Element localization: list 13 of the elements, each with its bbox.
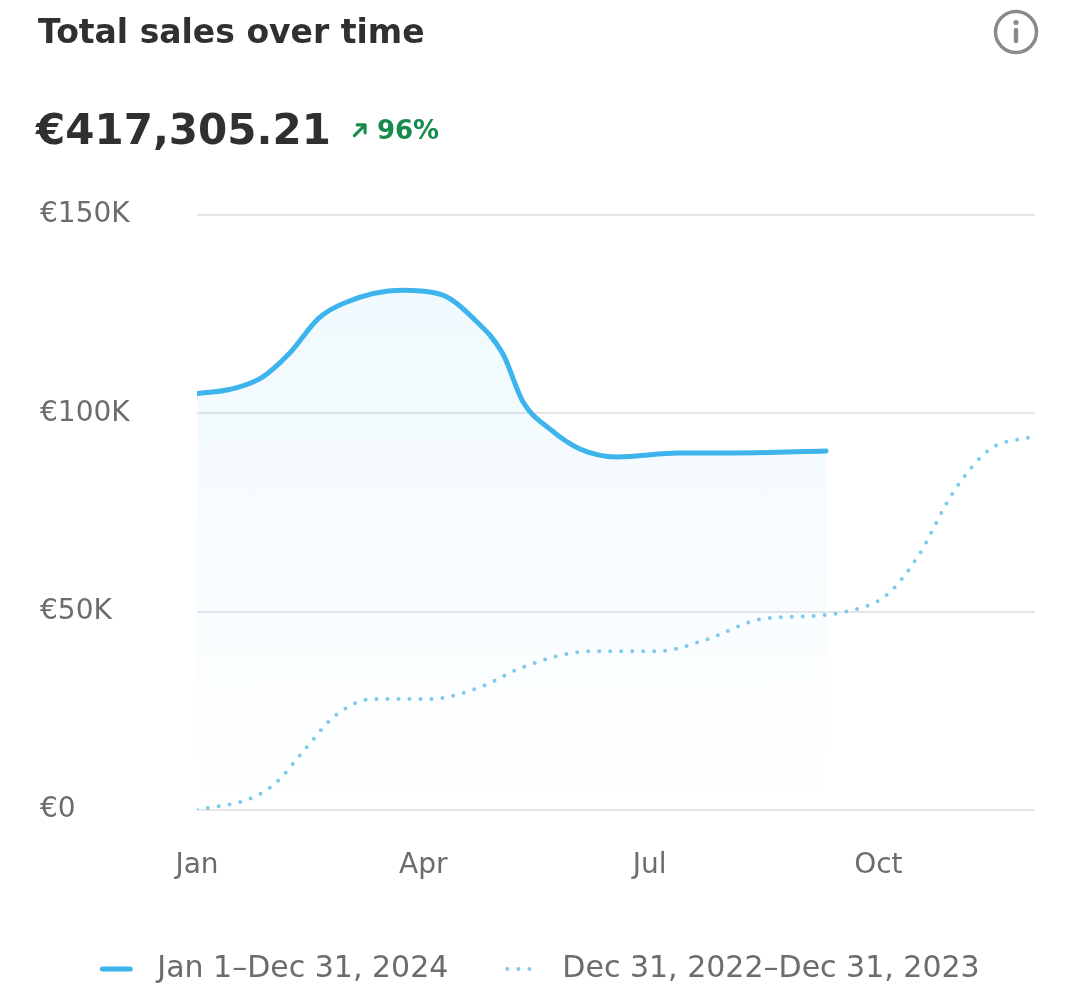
chart-subtitle: €417,305.21: [36, 104, 331, 156]
x-tick-label: Jul: [630, 847, 667, 881]
x-tick-label: Apr: [399, 847, 448, 881]
x-tick-label: Oct: [854, 847, 903, 881]
text: 96%: [376, 114, 440, 146]
y-tick-label: €50K: [40, 592, 113, 626]
y-tick-label: €100K: [40, 394, 131, 428]
x-tick-label: Jan: [173, 847, 219, 881]
y-tick-label: €0: [40, 791, 76, 825]
chart-title: Total sales over time: [38, 12, 425, 52]
legend-label: Dec 31, 2022–Dec 31, 2023: [562, 948, 980, 984]
y-tick-label: €150K: [40, 196, 131, 230]
legend-label: Jan 1–Dec 31, 2024: [155, 948, 449, 984]
